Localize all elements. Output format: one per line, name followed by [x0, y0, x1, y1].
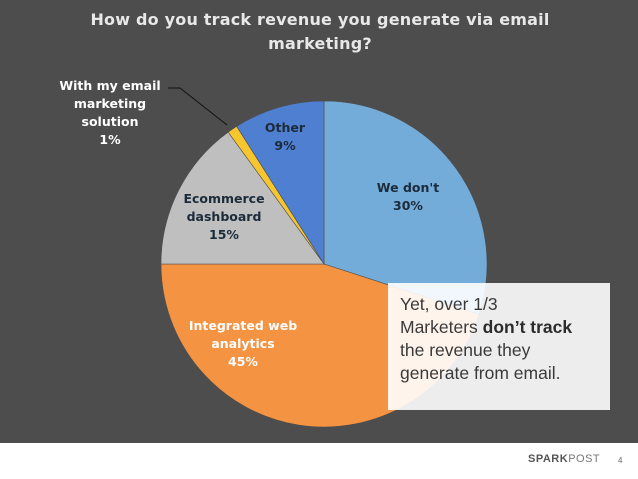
callout-line-3: the revenue they [400, 340, 531, 360]
logo-light: POST [568, 453, 601, 465]
pie-slice-4 [236, 100, 325, 266]
leader-line-email-solution [168, 87, 228, 126]
slice-label-3-line-1: marketing [74, 96, 146, 111]
slice-label-3-line-0: With my email [59, 78, 160, 93]
slice-label-4: Other 9% [265, 120, 306, 153]
slice-label-1-line-1: analytics [211, 336, 274, 351]
slice-label-2-line-0: Ecommerce [183, 191, 264, 206]
callout-box: Yet, over 1/3 Marketers don’t track the … [388, 283, 610, 410]
pie-slice-0 [323, 100, 488, 315]
callout-line-2: Marketers don’t track [400, 316, 598, 339]
callout-line-2-prefix: Marketers [400, 317, 483, 337]
sparkpost-logo: SPARKPOST [528, 453, 600, 465]
callout-line-4: generate from email. [400, 363, 561, 383]
title-line-2: marketing? [268, 34, 372, 53]
slice-label-4-line-0: Other [265, 120, 306, 135]
pie-slice-2 [160, 131, 325, 265]
slice-label-0-line-0: We don't [377, 180, 439, 195]
title-line-1: How do you track revenue you generate vi… [90, 10, 550, 29]
slice-label-3-line-2: solution [82, 114, 139, 129]
callout-line-1: Yet, over 1/3 [400, 294, 498, 314]
slice-label-1: Integrated web analytics 45% [189, 318, 297, 369]
page-number: 4 [618, 456, 623, 465]
slice-label-0: We don't 30% [377, 180, 439, 213]
slice-label-3: With my email marketing solution 1% [59, 78, 160, 147]
logo-bold: SPARK [528, 453, 569, 465]
slice-label-2-line-1: dashboard [187, 209, 262, 224]
slice-label-1-line-2: 45% [228, 354, 258, 369]
slice-label-3-line-3: 1% [99, 132, 121, 147]
slice-label-2-line-2: 15% [209, 227, 239, 242]
callout-emphasis: don’t track [482, 317, 573, 337]
slice-label-4-line-1: 9% [274, 138, 296, 153]
pie-labels: We don't 30% Integrated web analytics 45% Eco… [59, 78, 439, 369]
slice-label-0-line-1: 30% [393, 198, 423, 213]
slide-title: How do you track revenue you generate vi… [60, 8, 580, 56]
slice-label-2: Ecommerce dashboard 15% [183, 191, 264, 242]
slice-label-1-line-0: Integrated web [189, 318, 297, 333]
